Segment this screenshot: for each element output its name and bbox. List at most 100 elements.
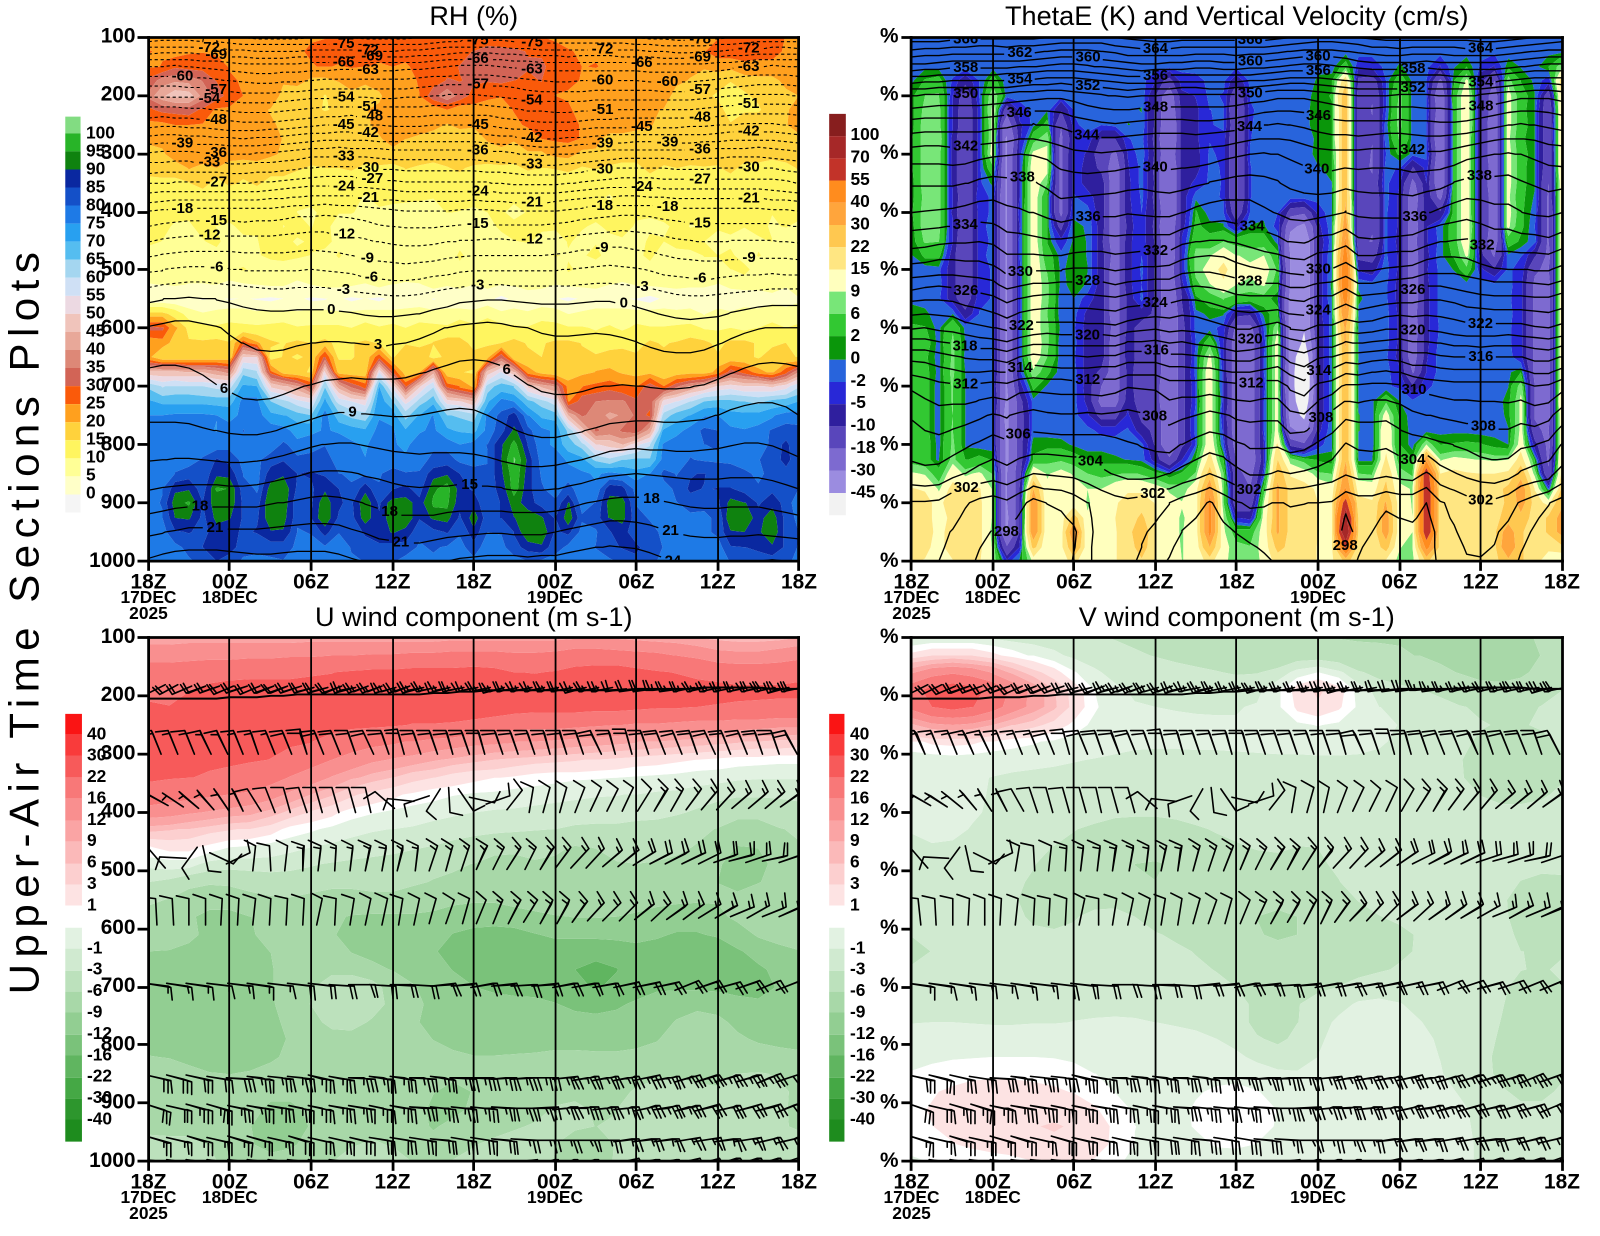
svg-text:00Z: 00Z — [1300, 1171, 1336, 1194]
svg-text:362: 362 — [1007, 44, 1032, 61]
svg-text:40: 40 — [87, 723, 106, 743]
svg-text:20: 20 — [86, 411, 105, 431]
svg-text:100: 100 — [86, 122, 115, 142]
svg-text:2025: 2025 — [892, 1203, 931, 1223]
svg-text:%: % — [880, 199, 899, 222]
svg-text:-3: -3 — [850, 959, 866, 979]
svg-text:310: 310 — [1402, 381, 1427, 398]
svg-text:302: 302 — [1140, 485, 1165, 502]
svg-text:06Z: 06Z — [1056, 571, 1092, 594]
svg-text:328: 328 — [1237, 273, 1262, 290]
svg-text:12Z: 12Z — [375, 571, 411, 594]
svg-text:-60: -60 — [172, 67, 194, 84]
svg-text:12Z: 12Z — [700, 1171, 736, 1194]
svg-text:600: 600 — [101, 316, 136, 339]
svg-text:V wind component (m s-1): V wind component (m s-1) — [1079, 601, 1395, 632]
svg-text:-6: -6 — [365, 268, 378, 285]
svg-text:00Z: 00Z — [537, 571, 573, 594]
svg-text:-72: -72 — [738, 40, 760, 57]
svg-text:-3: -3 — [87, 959, 103, 979]
svg-text:-15: -15 — [689, 214, 711, 231]
svg-text:-72: -72 — [357, 42, 379, 59]
svg-text:-12: -12 — [87, 1023, 112, 1043]
svg-text:340: 340 — [1304, 160, 1329, 177]
svg-text:-30: -30 — [592, 161, 614, 178]
svg-text:%: % — [880, 1149, 899, 1172]
svg-text:-39: -39 — [657, 133, 679, 150]
svg-text:-63: -63 — [357, 61, 379, 78]
svg-text:298: 298 — [994, 523, 1019, 540]
svg-text:9: 9 — [851, 281, 861, 301]
svg-text:338: 338 — [1467, 167, 1492, 184]
svg-text:-22: -22 — [850, 1066, 875, 1086]
svg-text:-48: -48 — [205, 111, 227, 128]
svg-text:-39: -39 — [592, 134, 614, 151]
svg-text:-45: -45 — [333, 116, 355, 133]
svg-text:%: % — [880, 491, 899, 514]
svg-text:50: 50 — [86, 302, 105, 322]
svg-text:-10: -10 — [851, 415, 876, 435]
svg-text:308: 308 — [1308, 409, 1333, 426]
svg-text:60: 60 — [86, 267, 105, 287]
svg-text:2025: 2025 — [892, 603, 931, 623]
svg-text:-33: -33 — [199, 153, 221, 170]
svg-text:-69: -69 — [361, 48, 383, 65]
svg-text:17DEC: 17DEC — [884, 587, 940, 607]
svg-text:00Z: 00Z — [975, 571, 1011, 594]
svg-text:354: 354 — [1007, 71, 1033, 88]
svg-text:18: 18 — [643, 490, 660, 507]
svg-text:12Z: 12Z — [1463, 1171, 1499, 1194]
svg-text:-27: -27 — [205, 173, 227, 190]
svg-text:330: 330 — [1008, 263, 1033, 280]
svg-text:00Z: 00Z — [1300, 571, 1336, 594]
svg-text:-27: -27 — [689, 170, 711, 187]
svg-text:40: 40 — [86, 338, 105, 358]
svg-text:21: 21 — [662, 522, 679, 539]
svg-text:336: 336 — [1076, 208, 1101, 225]
svg-text:30: 30 — [851, 213, 870, 233]
svg-text:06Z: 06Z — [293, 571, 329, 594]
svg-text:%: % — [880, 974, 899, 997]
svg-text:18Z: 18Z — [1219, 571, 1255, 594]
svg-text:100: 100 — [101, 625, 136, 648]
svg-text:-12: -12 — [850, 1023, 875, 1043]
svg-text:21: 21 — [392, 534, 409, 551]
svg-text:-12: -12 — [333, 226, 355, 243]
svg-text:342: 342 — [953, 137, 978, 154]
svg-text:12Z: 12Z — [700, 571, 736, 594]
svg-text:100: 100 — [851, 124, 880, 144]
svg-text:322: 322 — [1009, 317, 1034, 334]
svg-text:21: 21 — [207, 519, 224, 536]
svg-text:-9: -9 — [361, 250, 374, 267]
svg-text:%: % — [880, 24, 899, 47]
svg-text:352: 352 — [1400, 79, 1425, 96]
svg-text:-36: -36 — [467, 141, 489, 158]
svg-text:-60: -60 — [657, 73, 679, 90]
svg-text:%: % — [880, 1091, 899, 1114]
svg-text:18Z: 18Z — [894, 1171, 930, 1194]
svg-text:3: 3 — [87, 873, 97, 893]
svg-text:326: 326 — [953, 282, 978, 299]
svg-text:15: 15 — [851, 258, 871, 278]
svg-text:-69: -69 — [689, 49, 711, 66]
svg-text:-36: -36 — [689, 141, 711, 158]
svg-text:-18: -18 — [851, 437, 876, 457]
svg-text:15: 15 — [86, 428, 106, 448]
svg-text:-16: -16 — [850, 1044, 875, 1064]
svg-text:00Z: 00Z — [212, 571, 248, 594]
svg-text:334: 334 — [953, 216, 979, 233]
svg-text:-15: -15 — [205, 212, 227, 229]
svg-text:302: 302 — [954, 479, 979, 496]
svg-text:336: 336 — [1402, 208, 1427, 225]
svg-text:312: 312 — [1239, 375, 1264, 392]
svg-text:326: 326 — [1400, 281, 1425, 298]
svg-text:366: 366 — [1238, 31, 1263, 48]
svg-text:-3: -3 — [635, 278, 648, 295]
svg-text:16: 16 — [850, 787, 870, 807]
svg-text:-66: -66 — [467, 50, 489, 67]
svg-text:-9: -9 — [742, 249, 755, 266]
svg-text:-30: -30 — [851, 459, 876, 479]
svg-text:-9: -9 — [87, 1001, 103, 1021]
svg-text:-39: -39 — [172, 135, 194, 152]
svg-text:%: % — [880, 625, 899, 648]
